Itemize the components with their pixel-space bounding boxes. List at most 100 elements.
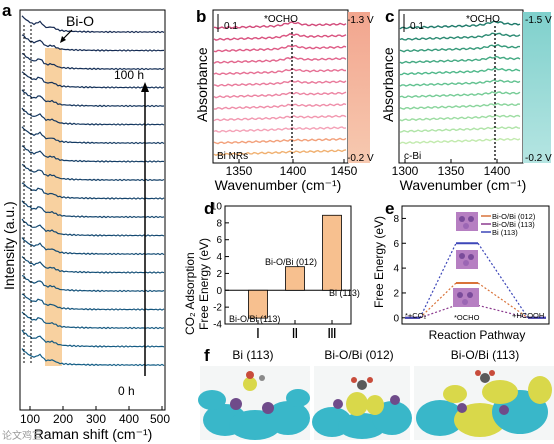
c-xlabel: Wavenumber (cm⁻¹) (400, 177, 527, 193)
raman-spectrum (21, 145, 165, 163)
panel-f-letter: f (204, 346, 210, 365)
e-ytick: 0 (393, 313, 399, 324)
c-peak-label: *OCHO (466, 14, 500, 25)
bar-2 (322, 214, 342, 291)
b-xtick-1350: 1350 (226, 164, 253, 178)
b-ylabel: Absorbance (194, 47, 210, 122)
e-ytick: 6 (393, 239, 399, 250)
b-peak-label: *OCHO (264, 14, 298, 25)
a-ylabel: Intensity (a.u.) (1, 201, 17, 290)
d-ytick: 10 (211, 202, 223, 213)
e-xlabel: Reaction Pathway (429, 328, 526, 342)
panel-d-yaxis: -4 -2 0 2 4 6 8 10 (211, 202, 229, 331)
panel-b: b *OCHO 0.1 Bi NRs -1.3 V -0.2 V 1350 14… (194, 7, 374, 193)
d-ylabel-2: Free Energy (eV) (197, 238, 211, 330)
panel-a: a Bi-O 100 h 0 h 100 200 300 400 500 Ram… (1, 1, 170, 442)
c-sample-label: c-Bi (404, 151, 421, 162)
raman-spectrum (21, 53, 165, 71)
panel-d-bars: Bi-O/Bi (113) Bi-O/Bi (012) Bi (113) (225, 214, 360, 324)
d-ytick: 2 (216, 269, 222, 280)
ir-spectrum (213, 126, 347, 133)
e-connector-2-1 (477, 242, 529, 319)
ir-spectrum (213, 68, 346, 76)
e-stage-mid: *OCHO (454, 313, 480, 322)
e-connector-2-0 (419, 243, 457, 319)
d-ytick: -2 (213, 303, 222, 314)
a-xtick-200: 200 (53, 412, 73, 426)
ir-spectrum (213, 114, 347, 122)
legend-label-113: Bi (113) (492, 228, 518, 237)
panel-e-letter: e (385, 199, 394, 218)
panel-b-voltage-bar (348, 12, 370, 163)
ir-spectrum (399, 55, 521, 64)
structure-thumb-bottom (453, 288, 479, 307)
ir-spectrum (213, 56, 347, 64)
panel-d: d Bi-O/Bi (113)Bi-O/Bi (012)Bi (113) -4-… (183, 199, 360, 341)
b-xtick-1400: 1400 (280, 164, 307, 178)
d-xtick-2: Ⅱ (292, 325, 299, 341)
d-ytick: 8 (216, 218, 222, 229)
e-ytick: 4 (393, 264, 399, 275)
bi-o-highlight (45, 48, 62, 366)
d-ytick: 0 (216, 286, 222, 297)
panel-c: c *OCHO 0.1 c-Bi -1.5 V -0.2 V 1300 1350… (380, 7, 552, 193)
ir-spectrum (213, 44, 347, 53)
raman-spectrum (21, 200, 165, 219)
d-xtick-3: Ⅲ (327, 325, 337, 341)
watermark: 论文鸡宣 (2, 429, 42, 442)
b-xtick-1450: 1450 (331, 164, 358, 178)
bar-label-0: Bi-O/Bi (113) (229, 314, 280, 324)
c-scale-label: 0.1 (410, 21, 424, 32)
e-connector-0-0 (419, 282, 457, 319)
structure-image-bio012 (312, 366, 412, 440)
raman-spectrum (21, 293, 165, 311)
ir-spectrum (399, 102, 521, 110)
raman-spectrum (21, 34, 165, 52)
raman-spectrum (21, 182, 165, 200)
ir-spectrum (399, 114, 521, 122)
e-ytick: 2 (393, 288, 399, 299)
legend-e: Bi-O/Bi (012) Bi-O/Bi (113) Bi (113) (481, 212, 536, 237)
d-ytick: -4 (213, 320, 222, 331)
e-ylabel: Free Energy (eV) (372, 216, 386, 308)
panel-c-letter: c (385, 7, 394, 26)
c-xtick-1350: 1350 (438, 164, 465, 178)
ir-spectrum (399, 91, 521, 99)
raman-spectra (21, 15, 165, 367)
a-xlabel: Raman shift (cm⁻¹) (34, 426, 153, 442)
b-voltage-bottom: -0.2 V (347, 153, 374, 164)
structure-thumb-top (456, 212, 478, 231)
structure-thumb-mid (456, 250, 478, 269)
structure-image-bi113 (198, 366, 310, 440)
a-xtick-500: 500 (150, 412, 170, 426)
panel-c-voltage-bar (523, 12, 551, 163)
ir-spectrum (399, 32, 521, 41)
panel-d-frame (224, 205, 352, 325)
raman-spectrum (21, 274, 165, 293)
time-arrowhead (141, 82, 149, 92)
raman-spectrum (21, 348, 165, 367)
e-connector-1-1 (477, 304, 529, 319)
panel-b-spectra (213, 21, 347, 156)
panel-a-frame (19, 9, 166, 411)
d-ytick: 6 (216, 235, 222, 246)
raman-spectrum (21, 15, 165, 34)
ir-spectrum (213, 80, 347, 87)
panel-a-letter: a (2, 1, 12, 20)
panel-d-letter: d (204, 199, 214, 218)
ir-spectrum (213, 33, 347, 41)
ir-spectrum (399, 43, 520, 53)
structure-image-bio113 (414, 366, 554, 440)
raman-spectrum (21, 126, 165, 145)
bi-o-label: Bi-O (66, 13, 94, 29)
a-xtick-400: 400 (119, 412, 139, 426)
d-ytick: 4 (216, 252, 222, 263)
ir-spectrum (399, 126, 521, 133)
ir-spectrum (399, 137, 521, 145)
panel-b-letter: b (196, 7, 206, 26)
raman-spectrum (21, 164, 165, 182)
raman-spectrum (21, 311, 165, 330)
ir-spectrum (213, 149, 347, 156)
